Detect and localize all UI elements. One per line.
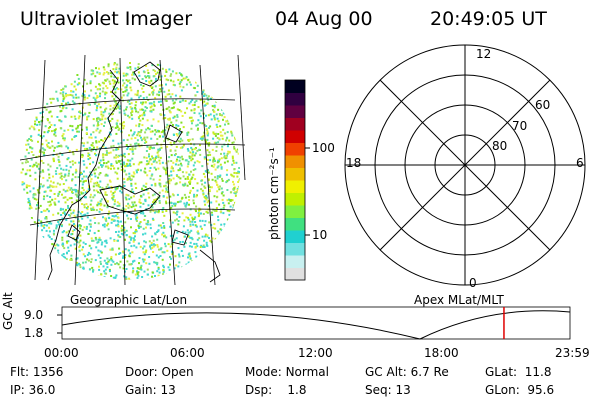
color-bar-segment <box>285 255 305 268</box>
timeline-frame <box>61 306 571 340</box>
timeline-axis-label: GC Alt <box>1 292 15 330</box>
coastline-outlines <box>47 61 221 283</box>
timeline-ymin-label: 1.8 <box>24 326 44 340</box>
altitude-curve <box>61 310 571 340</box>
longitude-line <box>74 54 86 286</box>
island-outline <box>171 229 189 246</box>
info-gain: Gain: 13 <box>125 383 176 397</box>
color-bar-segment <box>285 192 305 206</box>
info-ip: IP: 36.0 <box>10 383 56 397</box>
color-scale-bar <box>284 79 310 281</box>
island-outline <box>67 224 81 241</box>
info-gc-alt: GC Alt: 6.7 Re <box>365 365 449 379</box>
color-bar-segment <box>285 92 305 106</box>
latitude-line <box>19 143 246 161</box>
colorbar-unit-label: photon cm⁻²s⁻¹ <box>267 147 281 240</box>
mlat-label-60: 60 <box>535 98 551 112</box>
timeline-tick-2359: 23:59 <box>555 346 590 360</box>
color-bar-segment <box>285 142 305 156</box>
timeline-tick-1200: 12:00 <box>298 346 333 360</box>
aurora-emission-speckles <box>20 62 240 280</box>
mlt-diagonal <box>379 79 551 251</box>
longitude-line <box>119 57 126 286</box>
mlat-label-70: 70 <box>512 119 528 133</box>
geographic-map-label: Geographic Lat/Lon <box>70 293 188 307</box>
app-title: Ultraviolet Imager <box>20 8 193 30</box>
color-bar-segment <box>285 105 305 118</box>
color-bar-segment <box>285 242 305 256</box>
lat-lon-grid <box>19 54 246 286</box>
color-bar-segment <box>285 230 305 243</box>
info-mode: Mode: Normal <box>245 365 329 379</box>
geographic-image-panel <box>19 54 246 286</box>
colorbar-tick-label-10: 10 <box>312 228 328 242</box>
longitude-line <box>237 54 246 181</box>
colorbar-tick-label-100: 100 <box>312 141 335 155</box>
color-bar-segment <box>285 117 305 131</box>
color-bar-segment <box>285 155 305 168</box>
coastline <box>199 249 221 283</box>
coastline <box>47 69 121 281</box>
timeline-tick-0000: 00:00 <box>44 346 79 360</box>
observation-date: 04 Aug 00 <box>275 8 373 30</box>
info-flt: Flt: 1356 <box>10 365 64 379</box>
info-seq: Seq: 13 <box>365 383 411 397</box>
timeline-tick-0600: 06:00 <box>170 346 205 360</box>
island-outline <box>165 124 183 143</box>
info-door: Door: Open <box>125 365 194 379</box>
info-glon: GLon: 95.6 <box>485 383 555 397</box>
polar-mlat-mlt-plot <box>344 44 586 286</box>
latitude-line <box>29 208 236 226</box>
info-glat: GLat: 11.8 <box>485 365 552 379</box>
timeline-tick-1800: 18:00 <box>424 346 459 360</box>
color-bar-segment <box>285 217 305 231</box>
color-bar-segment <box>285 180 305 193</box>
island-outline <box>133 61 161 87</box>
apex-map-label: Apex MLat/MLT <box>414 293 504 307</box>
mlt-label-6: 6 <box>576 156 584 170</box>
color-bar-segment <box>285 130 305 143</box>
timeline-ymax-label: 9.0 <box>24 308 44 322</box>
observation-time: 20:49:05 UT <box>430 8 547 30</box>
mlt-label-0: 0 <box>469 276 477 290</box>
info-dsp: Dsp: 1.8 <box>245 383 307 397</box>
mlt-label-12: 12 <box>476 47 492 61</box>
altitude-timeline <box>57 306 571 340</box>
color-bar-segment <box>285 80 305 93</box>
mlat-label-80: 80 <box>492 139 508 153</box>
color-bar-segment <box>285 267 305 281</box>
mlt-label-18: 18 <box>346 156 362 170</box>
longitude-line <box>34 59 46 281</box>
color-bar-segment <box>285 167 305 181</box>
coastline <box>99 185 161 215</box>
longitude-line <box>159 59 176 286</box>
longitude-line <box>199 64 216 286</box>
color-bar-frame <box>284 79 306 281</box>
latitude-line <box>24 98 236 111</box>
color-bar-segment <box>285 205 305 218</box>
